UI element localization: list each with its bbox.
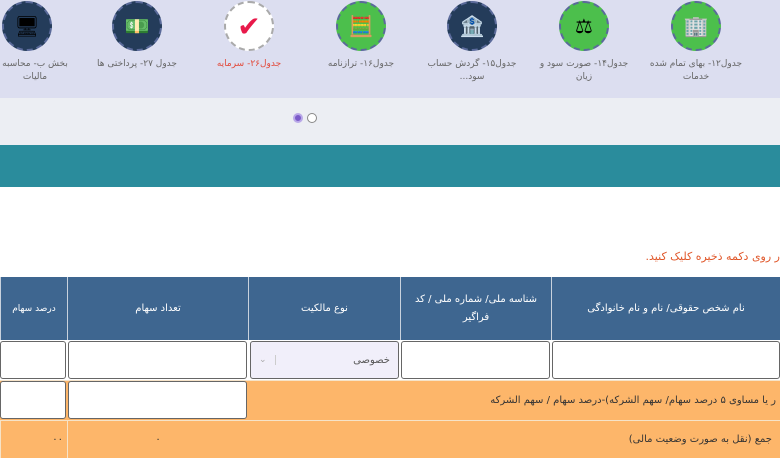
total-label: جمع (نقل به صورت وضعیت مالی) bbox=[248, 420, 780, 458]
carousel-item-label[interactable]: جدول ۲۷- پرداختی ها bbox=[97, 59, 177, 69]
name-input[interactable] bbox=[552, 341, 780, 379]
bank-network-icon[interactable]: 🏦 bbox=[447, 1, 497, 51]
header-national-id: شناسه ملی/ شماره ملی / کد فراگیر bbox=[400, 277, 551, 340]
row-percent-input[interactable] bbox=[0, 381, 66, 419]
chevron-down-icon: ⌄ bbox=[259, 355, 276, 365]
select-value: خصوصی bbox=[353, 354, 390, 366]
ownership-select[interactable]: خصوصی ⌄ bbox=[250, 341, 399, 379]
total-percent: ۰۰ bbox=[0, 420, 67, 458]
national-id-input[interactable] bbox=[401, 341, 550, 379]
instruction-note: ر روی دکمه ذخیره کلیک کنید. bbox=[645, 250, 780, 263]
carousel-item-label[interactable]: جدول۱۴- صورت سود و زیان bbox=[539, 59, 629, 82]
share-percent-input[interactable] bbox=[0, 341, 66, 379]
carousel-item-label[interactable]: بخش ب- محاسبه مالیات bbox=[2, 59, 68, 82]
section-header-band bbox=[0, 145, 780, 187]
checkmark-icon[interactable]: ✔ bbox=[224, 1, 274, 51]
share-count-input[interactable] bbox=[68, 341, 247, 379]
pager-dot-1[interactable] bbox=[293, 113, 303, 123]
header-name: نام شخص حقوقی/ نام و نام خانوادگی bbox=[551, 277, 780, 340]
buildings-hand-icon[interactable]: 🏢 bbox=[671, 1, 721, 51]
row-count-input[interactable] bbox=[68, 381, 247, 419]
header-share-percent: درصد سهام bbox=[0, 277, 67, 340]
carousel-pager-area bbox=[0, 98, 780, 145]
carousel-item-label[interactable]: جدول۲۶- سرمایه bbox=[216, 59, 282, 69]
header-share-count: تعداد سهام bbox=[67, 277, 248, 340]
money-payment-icon[interactable]: 💵 bbox=[112, 1, 162, 51]
calculator-balance-icon[interactable]: 🧮 bbox=[336, 1, 386, 51]
scale-icon[interactable]: ⚖ bbox=[559, 1, 609, 51]
total-shares: ۰ bbox=[67, 420, 248, 458]
pager-dot-2[interactable] bbox=[307, 113, 317, 123]
tax-computer-icon[interactable]: 🖥 bbox=[2, 1, 52, 51]
header-ownership-type: نوع مالکیت bbox=[248, 277, 400, 340]
carousel-item-label[interactable]: جدول۱۲- بهای تمام شده خدمات bbox=[649, 59, 743, 82]
carousel-item-label[interactable]: جدول۱۶- ترازنامه bbox=[327, 59, 395, 69]
row-label: ر یا مساوی ۵ درصد سهام/ سهم الشرکه)-درصد… bbox=[490, 394, 776, 406]
carousel-item-label[interactable]: جدول۱۵- گردش حساب سود... bbox=[427, 59, 517, 82]
